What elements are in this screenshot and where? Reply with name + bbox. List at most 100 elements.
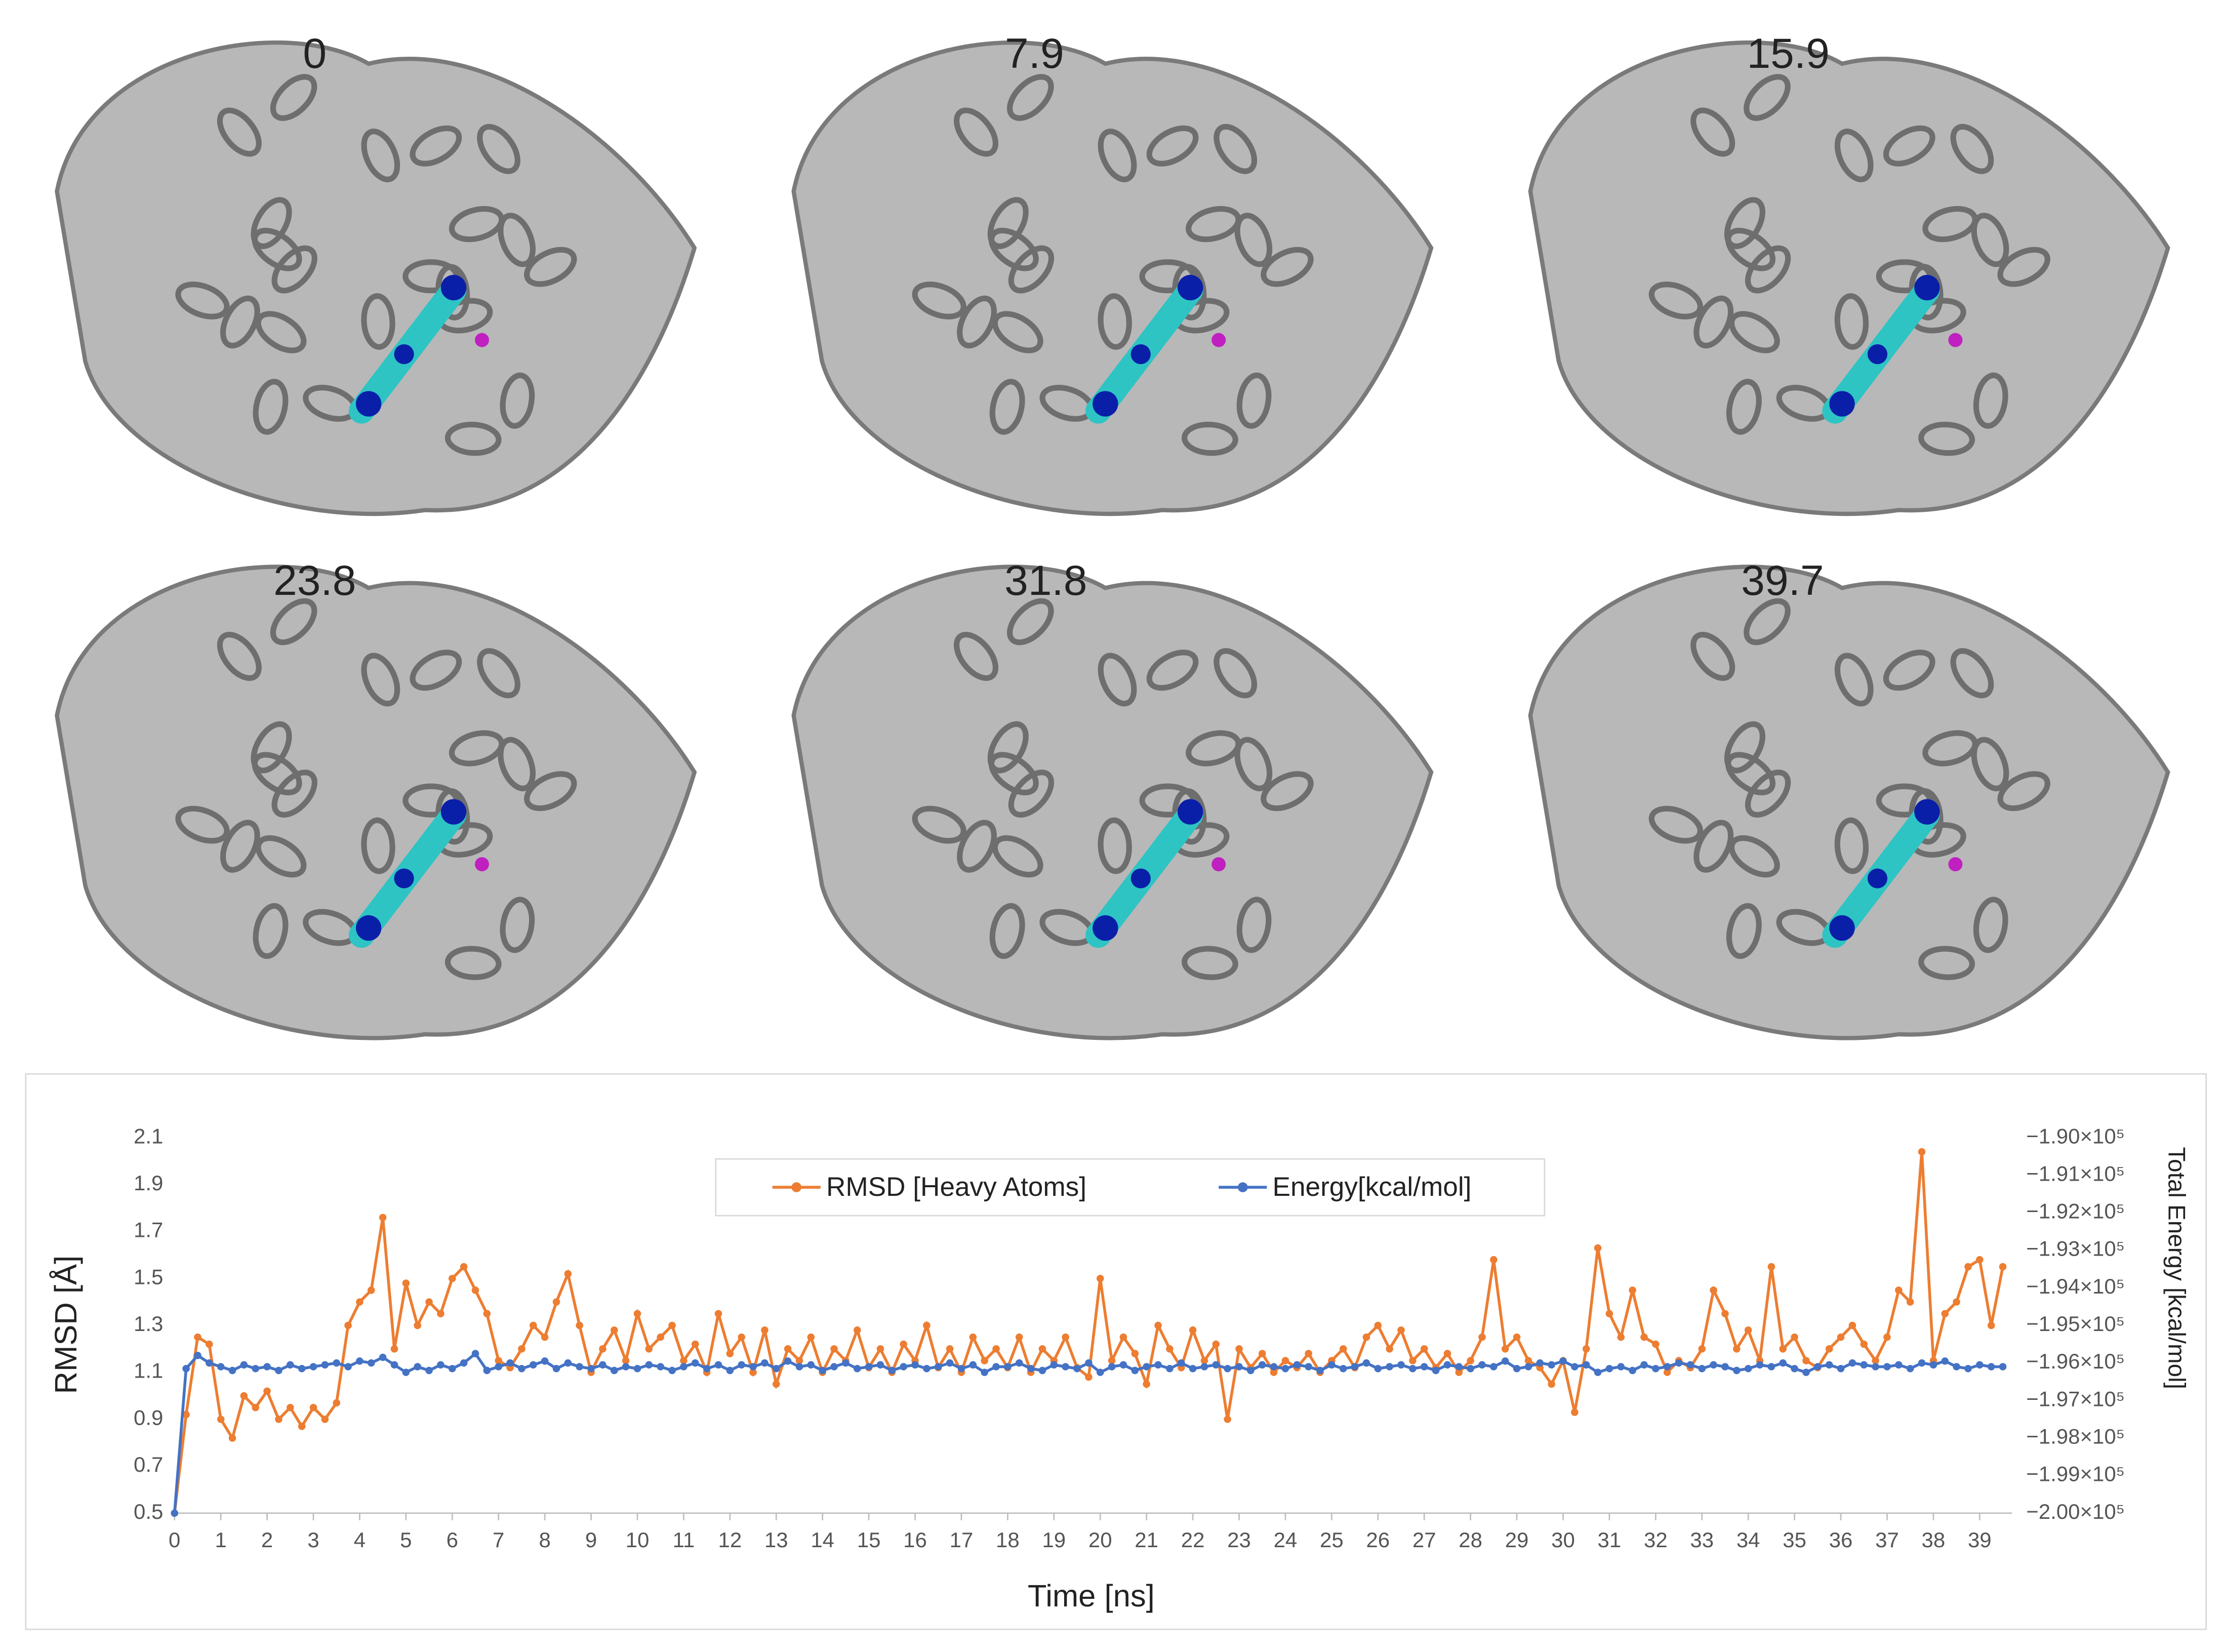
series-point [911,1361,919,1369]
helix [255,835,307,878]
series-point [1872,1357,1879,1364]
helix [1973,372,2008,429]
series-point [471,1350,479,1357]
helix [1918,946,1975,980]
series-point [1906,1298,1914,1306]
panel-label: 31.8 [1004,556,1087,604]
series-point [263,1387,271,1395]
helix [989,379,1025,435]
protein-structure [55,565,697,1040]
series-point [368,1359,375,1367]
series-point [1235,1363,1243,1371]
legend-label: Energy[kcal/mol] [1273,1172,1472,1202]
helix [1693,820,1734,873]
series-point [402,1368,410,1376]
helix [1834,293,1869,350]
series-point [1675,1359,1683,1367]
series-point [784,1345,792,1353]
series-point [1143,1380,1150,1388]
series-point [1524,1357,1532,1364]
series-point [529,1321,537,1329]
helix [361,293,395,350]
series-point [1247,1366,1255,1375]
series-point [1559,1357,1567,1365]
protein-outline [55,40,697,516]
series-point [1791,1364,1798,1373]
series-point [622,1357,630,1364]
metal-ion [1948,857,1963,872]
helix [1214,124,1258,174]
series-point [1258,1361,1266,1369]
panel-label: 15.9 [1747,29,1829,77]
series-point [923,1364,931,1373]
helix [175,281,230,319]
helix [1236,372,1272,429]
series-point [714,1310,722,1318]
series-point [275,1416,282,1423]
series-point [1305,1350,1312,1357]
series-point [1548,1380,1555,1388]
series-point [1848,1321,1856,1329]
series-point [1698,1345,1706,1353]
helix [992,835,1043,878]
helix [1744,598,1791,646]
series-point [1582,1361,1590,1369]
series-point [657,1363,664,1371]
series-point [888,1366,896,1375]
series-point [1629,1286,1636,1294]
series-point [1744,1364,1752,1373]
y2-tick-label: −1.93×10⁵ [2026,1237,2125,1261]
series-point [483,1366,491,1375]
series-point [483,1310,491,1318]
helix [251,197,292,250]
x-tick-label: 14 [811,1528,834,1552]
ligand-atom [1093,915,1118,941]
series-point [368,1286,375,1294]
series-point [1848,1359,1856,1367]
series-point [1050,1361,1058,1369]
series-point [1733,1366,1741,1375]
panel-label: 23.8 [273,556,356,604]
x-tick-label: 5 [400,1528,412,1552]
series-point [448,1274,456,1282]
helix [1181,946,1238,980]
series-point [240,1361,248,1369]
series-point [1096,1274,1104,1282]
x-tick-label: 37 [1875,1528,1899,1552]
x-tick-label: 18 [996,1528,1020,1552]
series-point [194,1352,201,1359]
x-tick-label: 38 [1922,1528,1946,1552]
helix [524,247,577,287]
series-point [518,1345,526,1353]
series-point [1409,1357,1417,1364]
series-point [252,1403,259,1412]
series-point [1825,1361,1833,1369]
series-point [1594,1368,1602,1376]
series-point [1119,1333,1127,1341]
helix [477,124,520,174]
series-point [495,1363,502,1371]
y-tick-label: 1.7 [134,1218,163,1242]
helix [251,721,292,774]
protein-structure [55,40,697,516]
helix [361,128,400,182]
series-point [1443,1361,1451,1369]
series-point [992,1345,1000,1353]
series-point [795,1363,803,1371]
series-point [1397,1326,1405,1334]
series-point [1929,1361,1937,1369]
helix [270,598,317,646]
series-point [298,1364,306,1373]
series-point [541,1333,549,1341]
series-point [1293,1361,1301,1369]
series-point [1305,1363,1312,1371]
series-point [182,1364,190,1373]
series-point [1478,1333,1486,1341]
series-point [969,1333,977,1341]
metal-ion [474,333,489,347]
series-point [1189,1364,1197,1373]
series-point [1964,1263,1972,1271]
ligand-atom [355,391,382,417]
protein-outline [55,565,697,1040]
series-point [1270,1368,1278,1376]
